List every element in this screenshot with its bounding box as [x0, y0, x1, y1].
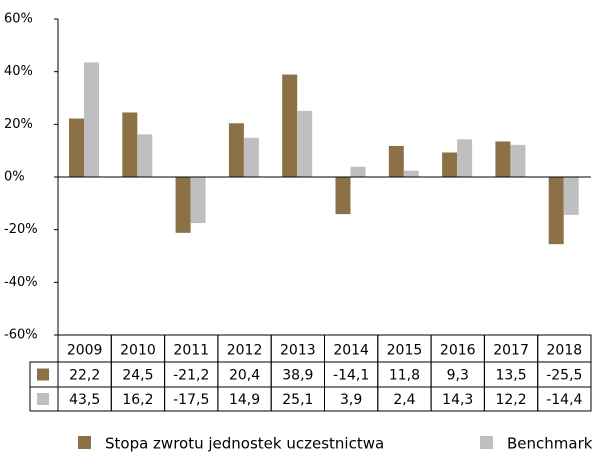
table-header: 2017 [493, 343, 529, 359]
table-value: 43,5 [69, 392, 100, 408]
table-value: 24,5 [122, 368, 153, 384]
table-cell [537, 386, 592, 412]
y-tick-label: 40% [4, 64, 33, 79]
bar [228, 123, 244, 177]
bar [563, 177, 579, 215]
y-tick-label: 60% [4, 12, 33, 27]
bar [175, 177, 191, 233]
y-tick-label: 0% [4, 170, 25, 185]
legend-marker [480, 436, 493, 449]
bar [350, 166, 366, 177]
bar [297, 110, 313, 177]
table-value: -21,2 [173, 368, 209, 384]
table-value: -25,5 [546, 368, 582, 384]
bar [243, 137, 259, 177]
y-tick-label: -60% [4, 328, 38, 343]
table-value: -14,4 [546, 392, 582, 408]
table-value: 16,2 [122, 392, 153, 408]
table-value: 3,9 [340, 392, 362, 408]
table-value: 25,1 [282, 392, 313, 408]
bar [122, 112, 138, 177]
legend-label: Stopa zwrotu jednostek uczestnictwa [105, 435, 384, 453]
table-value: 12,2 [495, 392, 526, 408]
table-legend-marker [37, 393, 49, 405]
table-header: 2014 [333, 343, 369, 359]
table-value: -17,5 [173, 392, 209, 408]
table-header: 2018 [547, 343, 583, 359]
table-header: 2013 [280, 343, 316, 359]
bar [84, 62, 99, 178]
bar [495, 141, 511, 177]
bar [442, 152, 458, 177]
table-value: -14,1 [333, 368, 369, 384]
table-value: 22,2 [69, 368, 100, 384]
table-value: 14,9 [229, 392, 260, 408]
bar [403, 170, 419, 177]
bar [388, 145, 404, 177]
table-value: 14,3 [442, 392, 473, 408]
table-value: 20,4 [229, 368, 260, 384]
table-value: 2,4 [393, 392, 415, 408]
y-tick-label: -20% [4, 222, 38, 237]
table-header: 2010 [120, 343, 156, 359]
table-value: 13,5 [495, 368, 526, 384]
bar [137, 134, 153, 177]
table-value: 38,9 [282, 368, 313, 384]
y-tick-label: -40% [4, 275, 38, 290]
bar [190, 177, 206, 224]
table-header: 2015 [387, 343, 423, 359]
bar [69, 118, 84, 177]
table-value: 9,3 [447, 368, 469, 384]
table-header: 2011 [173, 343, 209, 359]
bar [548, 177, 564, 245]
bar [335, 177, 351, 215]
legend-label: Benchmark [507, 435, 593, 453]
legend-marker [78, 436, 91, 449]
bar [510, 144, 526, 177]
table-header: 2009 [67, 343, 103, 359]
table-value: 11,8 [389, 368, 420, 384]
bar [457, 139, 473, 177]
table-header: 2016 [440, 343, 476, 359]
table-header: 2012 [227, 343, 263, 359]
bar [282, 74, 298, 177]
table-legend-marker [37, 368, 49, 381]
y-tick-label: 20% [4, 117, 33, 132]
